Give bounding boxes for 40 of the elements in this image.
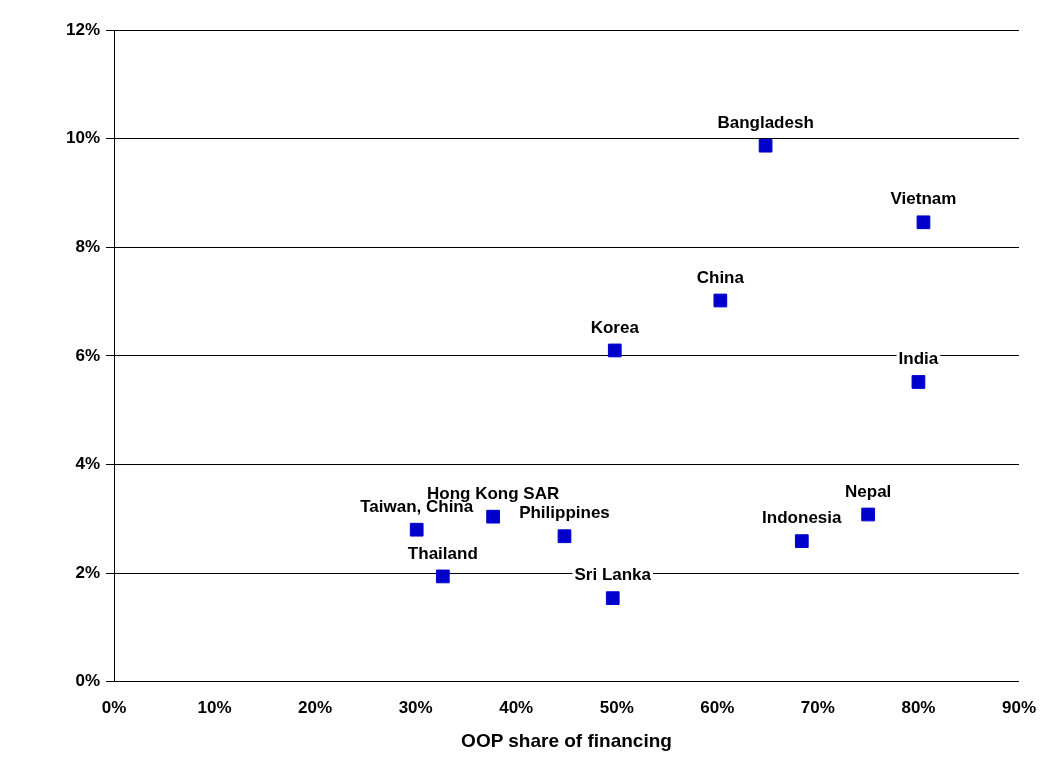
- point: [713, 293, 728, 308]
- y-tick-label: 6%: [75, 345, 101, 365]
- y-tick-label: 4%: [75, 454, 101, 474]
- point: [794, 534, 809, 548]
- x-tick-label: 50%: [599, 697, 634, 717]
- point: [607, 343, 622, 358]
- point: [605, 591, 620, 606]
- x-tick-label: 10%: [197, 697, 232, 717]
- annotation: India: [898, 349, 939, 369]
- annotation: Sri Lanka: [574, 565, 652, 585]
- point: [758, 138, 773, 153]
- point: [557, 529, 572, 544]
- x-tick-label: 30%: [398, 697, 433, 717]
- point: [486, 509, 500, 524]
- annotation: China: [696, 267, 745, 287]
- x-tick-label: 0%: [101, 697, 127, 717]
- point: [435, 569, 450, 584]
- x-tick-label: 70%: [800, 697, 835, 717]
- y-tick-label: 0%: [75, 671, 101, 691]
- point: [409, 522, 424, 537]
- annotation: Korea: [590, 317, 640, 337]
- x-axis-title: OOP share of financing: [461, 729, 672, 751]
- point: [911, 375, 926, 389]
- annotation: Philippines: [519, 503, 610, 523]
- x-tick-label: 40%: [499, 697, 534, 717]
- y-tick-label: 8%: [75, 236, 101, 256]
- x-tick-label: 90%: [1001, 697, 1036, 717]
- x-tick-label: 80%: [901, 697, 936, 717]
- point: [861, 507, 876, 522]
- x-tick-label: 60%: [700, 697, 735, 717]
- y-tick-label: 2%: [75, 562, 101, 582]
- annotation: Vietnam: [890, 189, 957, 209]
- point: [916, 215, 931, 230]
- y-tick-label: 10%: [65, 128, 101, 148]
- annotation: Bangladesh: [717, 112, 814, 132]
- annotation: Indonesia: [762, 508, 843, 528]
- annotation: Nepal: [845, 481, 892, 501]
- x-tick-label: 20%: [298, 697, 333, 717]
- y-tick-label: 12%: [65, 19, 101, 39]
- annotation: Thailand: [407, 543, 478, 563]
